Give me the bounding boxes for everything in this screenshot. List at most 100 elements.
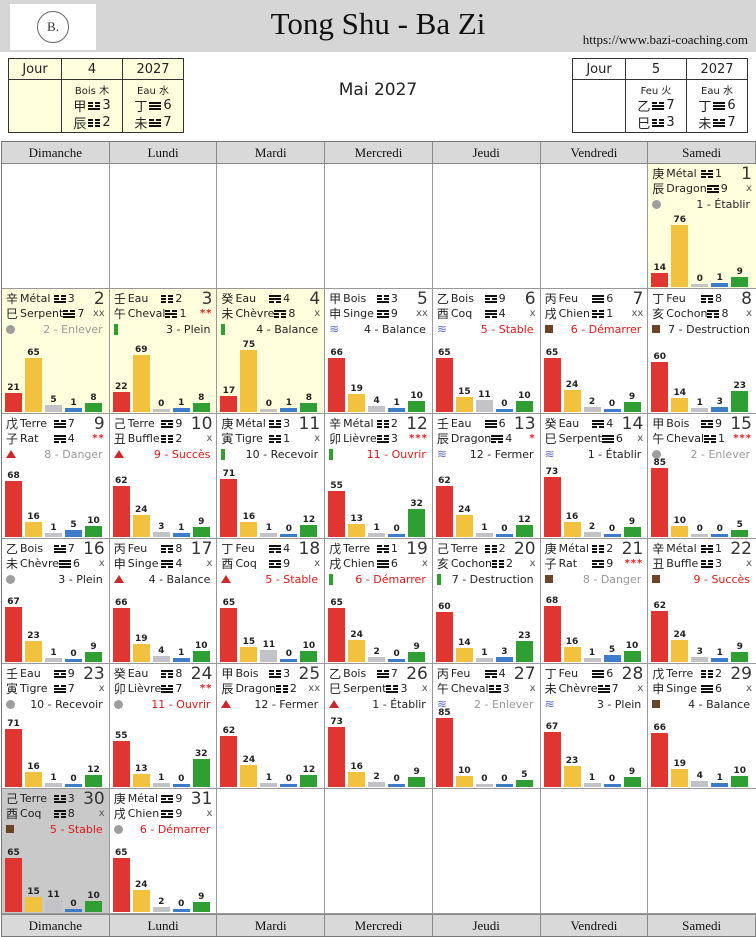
day-cell-20[interactable]: 己 Terre 2 亥 Cochon 2 20 [432, 539, 541, 664]
stem-hanzi: 辛 [6, 292, 19, 306]
bar-value: 0 [393, 649, 400, 659]
day-cell-9[interactable]: 戊 Terre 7 子 Rat 4 9 [2, 414, 110, 539]
day-cell-26[interactable]: 乙 Bois 7 巳 Serpent 3 26 [325, 664, 433, 789]
trigram-icon [488, 684, 501, 694]
day-cell-11[interactable]: 庚 Métal 3 寅 Tigre 1 11 [217, 414, 326, 539]
stem-hanzi: 己 [113, 417, 126, 431]
day-cell-23[interactable]: 壬 Eau 9 寅 Tigre 7 23 [2, 664, 110, 789]
day-cell-27[interactable]: 丙 Feu 4 午 Cheval 3 27 [432, 664, 541, 789]
bar-green: 9 [623, 767, 641, 787]
bar-value: 0 [393, 774, 400, 784]
bar-value: 9 [628, 517, 636, 527]
branch-hanzi: 申 [113, 557, 126, 571]
energy-bar-chart: 22 69 0 1 8 [112, 345, 214, 412]
bar-value: 15 [458, 387, 471, 397]
bar-value: 67 [7, 597, 20, 607]
day-cell-24[interactable]: 癸 Eau 8 卯 Lièvre 7 24 [109, 664, 218, 789]
day-cell-7[interactable]: 丙 Feu 6 戌 Chien 1 7 [540, 289, 649, 414]
bar-value: 2 [158, 897, 165, 907]
day-cell-21[interactable]: 庚 Métal 2 子 Rat 9 21 [540, 539, 649, 664]
site-url-link[interactable]: https://www.bazi-coaching.com [582, 32, 748, 47]
bar-blue: 1 [711, 273, 729, 287]
stem-line: 庚 Métal 9 [114, 791, 187, 806]
branch-line: 戌 Chien 1 [545, 306, 618, 321]
empty-cell [648, 789, 756, 914]
day-cell-12[interactable]: 辛 Métal 2 卯 Lièvre 3 12 [325, 414, 433, 539]
branch-hanzi: 未 [6, 557, 19, 571]
stem-trigram-icon [161, 417, 174, 430]
bar-value: 0 [608, 524, 616, 534]
bar-gold: 16 [348, 762, 366, 787]
bar-value: 73 [545, 467, 559, 477]
stem-hanzi: 丁 [221, 542, 234, 556]
bar-value: 0 [285, 524, 293, 534]
branch-star: 9 [175, 807, 183, 820]
branch-line: 申 Singe 6 [652, 681, 726, 696]
day-cell-18[interactable]: 丁 Feu 4 酉 Coq 9 18 [217, 539, 326, 664]
day-cell-19[interactable]: 戊 Terre 1 戌 Chien 6 19 [325, 539, 433, 664]
branch-animal: Serpent [558, 432, 602, 445]
bar-green: 12 [85, 765, 102, 787]
branch-trigram-icon [59, 557, 71, 570]
day-cell-31[interactable]: 庚 Métal 9 戌 Chien 9 31 [109, 789, 218, 914]
day-cell-22[interactable]: 辛 Métal 1 丑 Buffle 3 22 [648, 539, 756, 664]
day-cell-30[interactable]: 己 Terre 3 酉 Coq 8 30 [2, 789, 110, 914]
branch-hanzi: 巳 [544, 432, 557, 446]
officer-status: 6 - Démarrer [139, 822, 211, 836]
branch-line: 巳 Serpent 7 [6, 306, 84, 321]
stem-trigram-icon [484, 417, 497, 430]
trigram-icon [704, 434, 717, 444]
day-cell-3[interactable]: 壬 Eau 2 午 Cheval 1 3 [109, 289, 218, 414]
bar-blue: 0 [495, 524, 513, 537]
day-cell-17[interactable]: 丙 Feu 8 申 Singe 4 17 [109, 539, 218, 664]
energy-bar-chart: 21 65 5 1 8 [5, 348, 106, 412]
stem-line: 己 Terre 2 [437, 541, 510, 556]
day-cell-25[interactable]: 甲 Bois 3 辰 Dragon 2 25 [217, 664, 326, 789]
branch-animal: Coq [235, 557, 257, 570]
officer-status: 1 - Établir [372, 697, 426, 711]
bar-value: 65 [27, 348, 40, 358]
day-cell-4[interactable]: 癸 Eau 4 未 Chèvre 8 4 [217, 289, 326, 414]
bar-blue: 1 [172, 398, 190, 412]
stem-line: 庚 Métal 2 [545, 541, 618, 556]
stem-trigram-icon [701, 292, 713, 305]
day-cell-13[interactable]: 壬 Eau 6 辰 Dragon 4 13 [432, 414, 541, 539]
bar-value: 1 [393, 398, 400, 408]
day-mark: xx [416, 308, 428, 319]
day-cell-5[interactable]: 甲 Bois 3 申 Singe 9 5 [325, 289, 433, 414]
day-cell-16[interactable]: 乙 Bois 7 未 Chèvre 6 16 [2, 539, 110, 664]
day-cell-6[interactable]: 乙 Bois 9 酉 Coq 4 6 [432, 289, 541, 414]
day-cell-2[interactable]: 辛 Métal 3 巳 Serpent 7 2 [2, 289, 110, 414]
day-number: 13 [513, 414, 536, 434]
day-cell-10[interactable]: 己 Terre 9 丑 Buffle 2 10 [109, 414, 218, 539]
trigram-icon [269, 544, 282, 554]
day-cell-8[interactable]: 丁 Feu 8 亥 Cochon 8 8 [648, 289, 756, 414]
day-cell-1[interactable]: 庚 Métal 1 辰 Dragon 9 1 [648, 164, 756, 289]
trigram-icon [53, 434, 66, 444]
day-cell-15[interactable]: 甲 Bois 9 午 Cheval 1 15 [648, 414, 756, 539]
bar-value: 2 [373, 772, 380, 782]
branch-star: 8 [288, 307, 296, 320]
branch-line: 卯 Lièvre 3 [329, 431, 402, 446]
branch-trigram-icon [161, 432, 174, 445]
pillar-element: Eau 水 [701, 86, 733, 97]
day-cell-14[interactable]: 癸 Eau 4 巳 Serpent 6 14 [540, 414, 649, 539]
day-cell-29[interactable]: 戊 Terre 2 申 Singe 6 29 [648, 664, 756, 789]
bar-value: 13 [350, 514, 363, 524]
square-brown-icon [544, 575, 553, 583]
square-brown-icon [652, 700, 661, 708]
bar-value: 0 [501, 524, 508, 534]
trigram-icon [376, 419, 389, 429]
trigram-icon [63, 309, 76, 319]
branch-hanzi: 寅 [6, 682, 19, 696]
bar-gray: 2 [152, 897, 170, 912]
branch-line: 申 Singe 4 [114, 556, 187, 571]
stem-trigram-icon [376, 542, 389, 555]
day-cell-28[interactable]: 丁 Feu 6 未 Chèvre 7 28 [540, 664, 649, 789]
bar-gold: 15 [455, 387, 473, 412]
stem-line: 丁 Feu 4 [221, 541, 294, 556]
stem-line: 己 Terre 9 [114, 416, 187, 431]
trigram-icon [597, 684, 610, 694]
bar-value: 16 [27, 762, 40, 772]
